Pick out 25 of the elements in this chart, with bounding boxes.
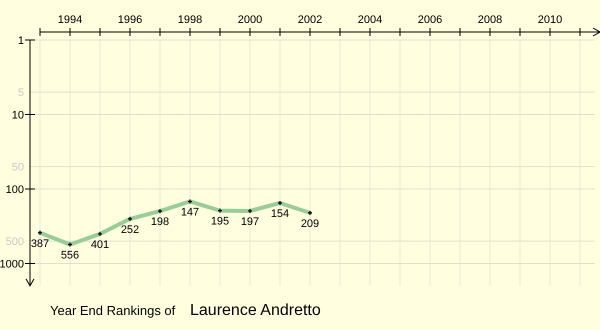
- x-tick-label: 2006: [418, 14, 442, 26]
- x-tick-label: 2000: [238, 14, 262, 26]
- y-tick-label: 1000: [0, 258, 24, 270]
- data-label: 197: [240, 216, 260, 228]
- x-tick-label: 2004: [358, 14, 382, 26]
- data-label: 198: [150, 216, 170, 228]
- data-label: 147: [180, 206, 200, 218]
- y-tick-label: 100: [6, 184, 24, 196]
- text: Year End Rankings of: [50, 303, 176, 318]
- y-tick-label: 10: [12, 110, 24, 122]
- y-tick-label: 1: [18, 35, 24, 47]
- data-label: 252: [120, 224, 140, 236]
- x-tick-label: 2002: [298, 14, 322, 26]
- data-label: 387: [30, 238, 50, 250]
- x-tick-label: 1998: [178, 14, 202, 26]
- x-tick-label: 1994: [58, 14, 82, 26]
- x-tick-label: 2010: [538, 14, 562, 26]
- data-label: 209: [300, 218, 320, 230]
- data-label: 154: [270, 208, 290, 220]
- data-label: 401: [90, 238, 110, 251]
- data-label: 195: [210, 216, 230, 228]
- data-label: 556: [60, 250, 80, 262]
- x-tick-label: 1996: [118, 14, 142, 26]
- text: Laurence Andretto: [190, 302, 321, 319]
- x-tick-label: 2008: [478, 14, 502, 26]
